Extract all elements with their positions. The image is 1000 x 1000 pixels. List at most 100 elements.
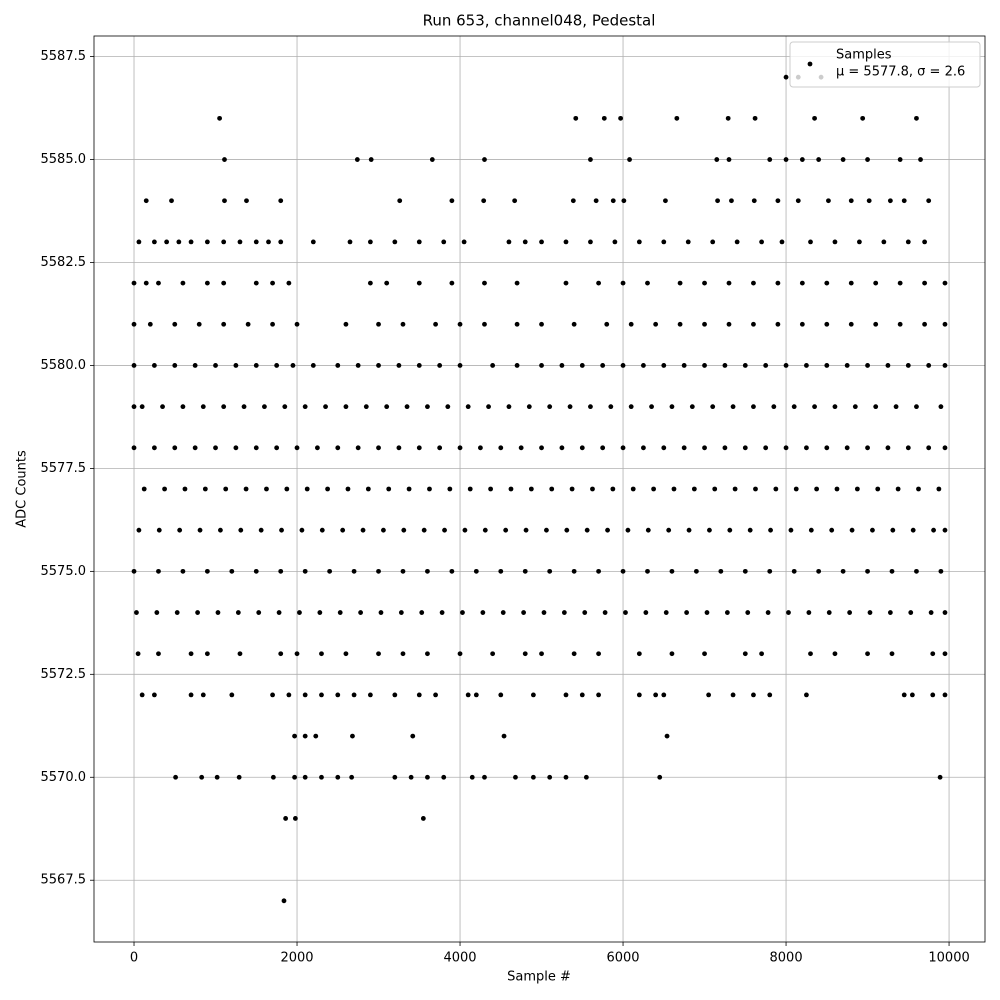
y-tick-label: 5575.0 bbox=[41, 564, 87, 579]
point bbox=[677, 280, 683, 286]
point bbox=[832, 651, 838, 657]
point bbox=[942, 610, 948, 615]
point bbox=[539, 239, 544, 245]
point bbox=[549, 486, 555, 492]
point bbox=[200, 404, 206, 410]
point bbox=[337, 610, 343, 615]
point bbox=[508, 486, 514, 492]
point bbox=[793, 486, 799, 492]
y-tick-label: 5572.5 bbox=[41, 667, 87, 682]
point bbox=[217, 115, 222, 121]
point bbox=[942, 363, 948, 368]
point bbox=[347, 239, 353, 245]
point bbox=[192, 363, 198, 368]
point bbox=[215, 610, 221, 615]
point bbox=[596, 692, 601, 698]
point bbox=[905, 239, 911, 245]
point bbox=[618, 115, 623, 121]
point bbox=[457, 445, 463, 451]
point bbox=[722, 363, 728, 368]
point bbox=[788, 527, 794, 533]
point bbox=[610, 486, 616, 492]
y-tick-label: 5577.5 bbox=[41, 461, 87, 476]
point bbox=[131, 321, 137, 327]
point bbox=[335, 692, 341, 698]
point bbox=[596, 568, 601, 574]
point bbox=[584, 527, 590, 533]
point bbox=[279, 527, 284, 533]
point bbox=[588, 239, 593, 245]
point bbox=[367, 280, 373, 286]
point bbox=[873, 321, 879, 327]
point bbox=[156, 280, 161, 286]
point bbox=[812, 404, 817, 410]
point bbox=[942, 527, 948, 533]
point bbox=[573, 115, 579, 121]
x-axis-label: Sample # bbox=[507, 970, 571, 985]
x-tick-label: 4000 bbox=[443, 951, 476, 966]
point bbox=[437, 445, 443, 451]
point bbox=[669, 404, 675, 410]
point bbox=[547, 404, 553, 410]
point bbox=[427, 486, 432, 492]
point bbox=[457, 651, 463, 657]
point bbox=[465, 404, 471, 410]
point bbox=[350, 733, 355, 739]
point bbox=[182, 486, 188, 492]
point bbox=[188, 692, 194, 698]
point bbox=[237, 239, 243, 245]
point bbox=[773, 486, 779, 492]
point bbox=[530, 692, 536, 698]
point bbox=[292, 774, 297, 780]
point bbox=[213, 445, 218, 451]
point bbox=[200, 692, 206, 698]
point bbox=[481, 198, 487, 204]
point bbox=[315, 445, 320, 451]
point bbox=[270, 774, 276, 780]
point bbox=[600, 445, 606, 451]
point bbox=[416, 445, 422, 451]
point bbox=[901, 692, 907, 698]
point bbox=[661, 692, 667, 698]
point bbox=[151, 363, 157, 368]
point bbox=[392, 774, 398, 780]
point bbox=[433, 692, 438, 698]
point bbox=[926, 198, 932, 204]
point bbox=[779, 239, 785, 245]
point bbox=[416, 280, 422, 286]
y-tick-label: 5585.0 bbox=[41, 152, 87, 167]
point bbox=[384, 280, 390, 286]
point bbox=[188, 651, 194, 657]
point bbox=[860, 115, 866, 121]
point bbox=[253, 239, 259, 245]
point bbox=[681, 363, 687, 368]
point bbox=[319, 692, 324, 698]
point bbox=[528, 486, 534, 492]
point bbox=[824, 363, 830, 368]
point bbox=[765, 610, 771, 615]
point bbox=[804, 692, 809, 698]
point bbox=[365, 486, 371, 492]
point bbox=[429, 157, 435, 162]
point bbox=[482, 280, 487, 286]
point bbox=[518, 445, 524, 451]
point bbox=[799, 157, 805, 162]
point bbox=[416, 239, 422, 245]
x-tick-label: 8000 bbox=[770, 951, 803, 966]
point bbox=[571, 321, 577, 327]
point bbox=[420, 816, 426, 821]
point bbox=[425, 774, 430, 780]
point bbox=[897, 280, 903, 286]
point bbox=[916, 486, 921, 492]
point bbox=[349, 774, 355, 780]
point bbox=[244, 198, 249, 204]
point bbox=[726, 280, 732, 286]
point bbox=[621, 198, 627, 204]
x-tick-label: 0 bbox=[130, 951, 138, 966]
point bbox=[604, 321, 610, 327]
point bbox=[258, 527, 264, 533]
point bbox=[691, 486, 697, 492]
point bbox=[816, 157, 822, 162]
point bbox=[832, 404, 838, 410]
point bbox=[482, 774, 487, 780]
